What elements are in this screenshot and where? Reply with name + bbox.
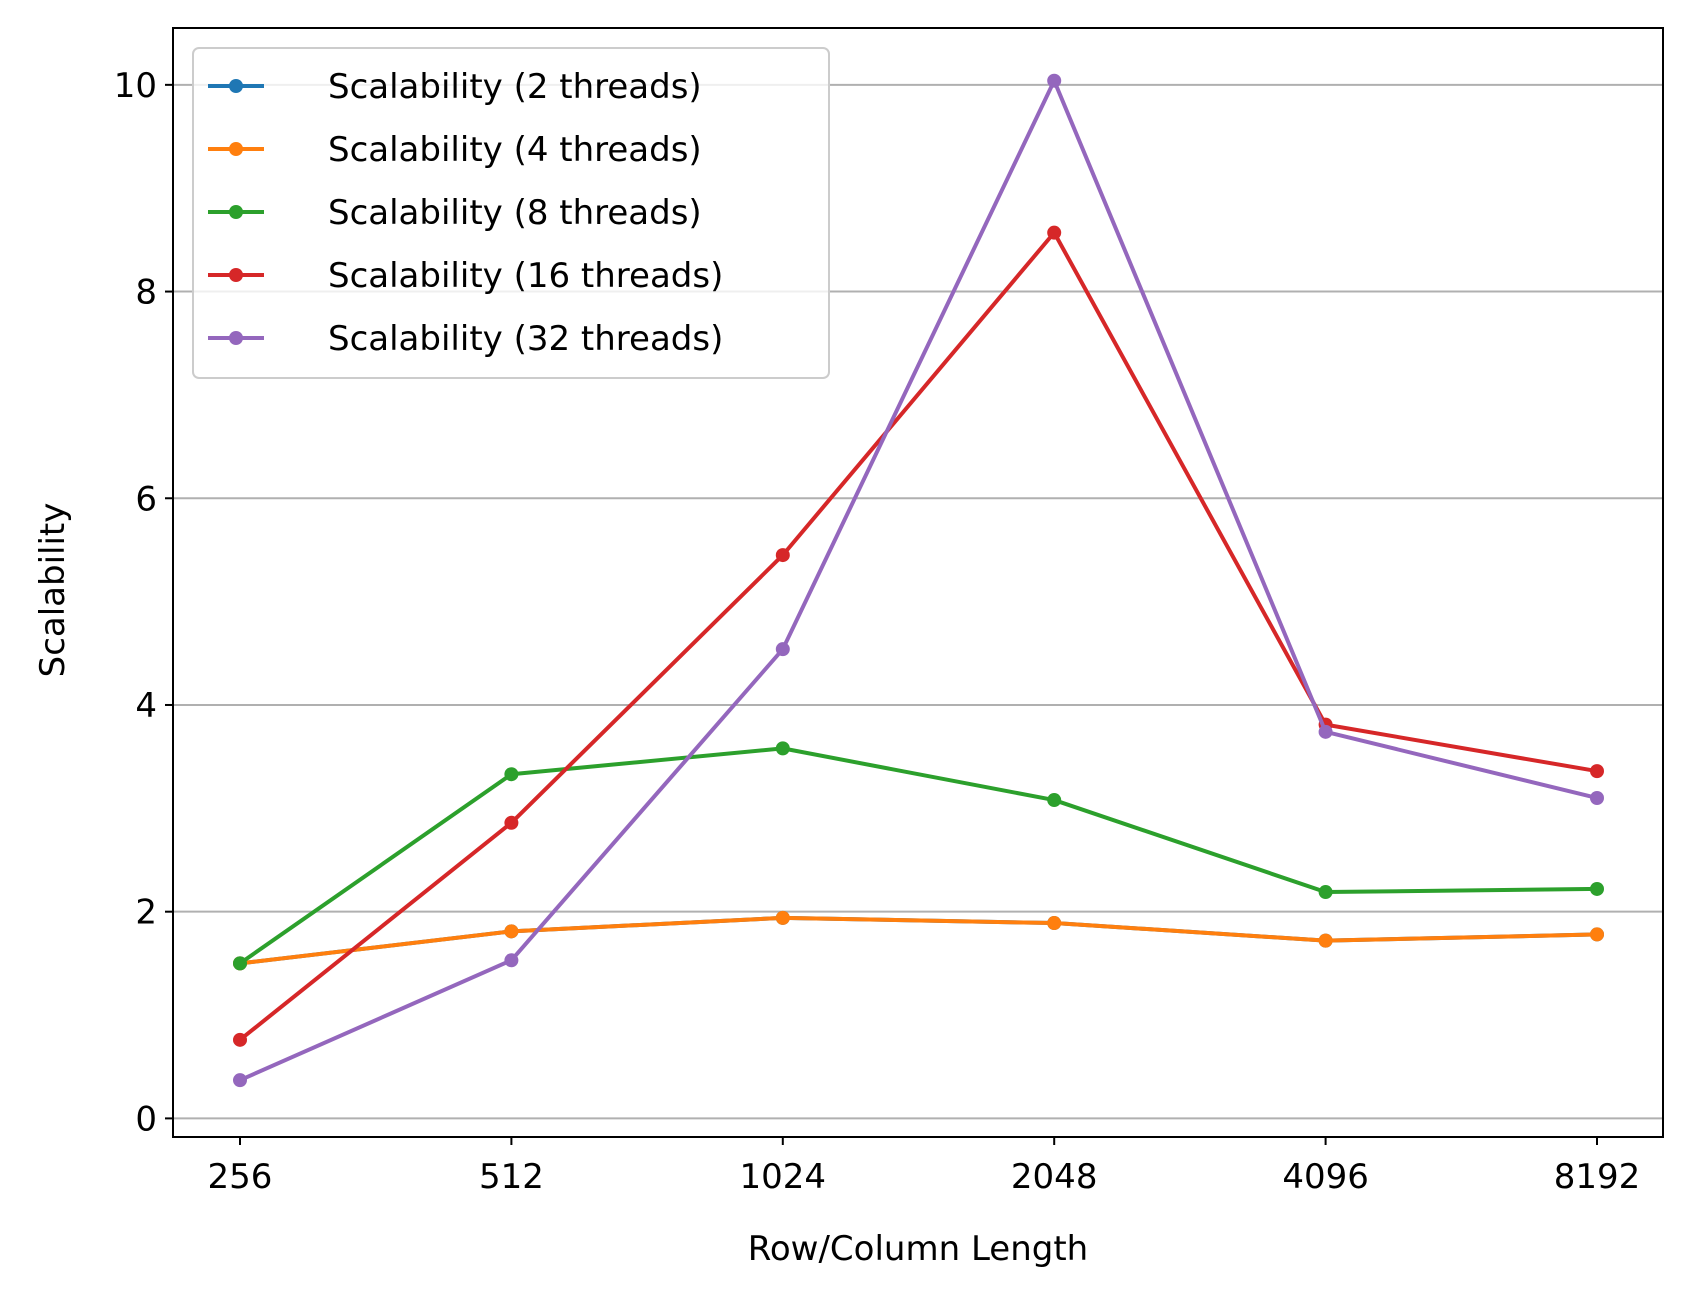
y-tick-label: 0 bbox=[135, 1099, 157, 1139]
data-point bbox=[233, 1073, 247, 1088]
legend-item: Scalability (32 threads) bbox=[208, 319, 723, 359]
data-point bbox=[1590, 927, 1604, 942]
legend-swatch-marker bbox=[229, 205, 243, 219]
legend-item: Scalability (8 threads) bbox=[208, 193, 702, 233]
y-axis-label: Scalability bbox=[33, 503, 73, 678]
series-4 bbox=[233, 73, 1604, 1088]
y-tick-label: 10 bbox=[114, 66, 157, 106]
legend-swatch-marker bbox=[229, 142, 243, 156]
series-2 bbox=[233, 741, 1604, 971]
data-point bbox=[1047, 793, 1062, 808]
legend-item: Scalability (16 threads) bbox=[208, 256, 723, 296]
plot-frame bbox=[172, 27, 1664, 1138]
data-point bbox=[504, 815, 519, 830]
legend-box bbox=[192, 47, 830, 379]
x-tick-label: 1024 bbox=[740, 1157, 827, 1197]
data-point bbox=[1318, 933, 1333, 948]
legend-item: Scalability (2 threads) bbox=[208, 67, 702, 107]
data-point bbox=[233, 956, 247, 971]
legend-swatch-marker bbox=[229, 79, 243, 93]
data-point bbox=[775, 642, 790, 657]
data-point bbox=[1590, 764, 1604, 779]
legend-label: Scalability (16 threads) bbox=[328, 256, 723, 296]
legend-label: Scalability (2 threads) bbox=[328, 67, 702, 107]
x-tick-label: 4096 bbox=[1282, 1157, 1369, 1197]
data-point bbox=[1590, 881, 1604, 896]
x-tick-label: 8192 bbox=[1554, 1157, 1641, 1197]
data-point bbox=[1590, 790, 1604, 805]
y-tick-label: 4 bbox=[135, 686, 157, 726]
data-point bbox=[775, 548, 790, 563]
data-point bbox=[1047, 225, 1062, 240]
x-tick-label: 256 bbox=[208, 1157, 273, 1197]
data-point bbox=[504, 767, 519, 782]
legend: Scalability (2 threads) Scalability (4 th… bbox=[192, 47, 830, 379]
data-point bbox=[775, 910, 790, 925]
x-axis-label: Row/Column Length bbox=[748, 1229, 1088, 1269]
legend-swatch-marker bbox=[229, 331, 243, 345]
legend-label: Scalability (4 threads) bbox=[328, 130, 702, 170]
data-point bbox=[775, 741, 790, 756]
data-point bbox=[233, 1032, 247, 1047]
data-point bbox=[504, 924, 519, 939]
legend-label: Scalability (8 threads) bbox=[328, 193, 702, 233]
series-line bbox=[237, 230, 1600, 1043]
data-point bbox=[1047, 916, 1062, 931]
x-tick-label: 512 bbox=[479, 1157, 544, 1197]
series-line bbox=[237, 915, 1600, 966]
series-line bbox=[237, 78, 1600, 1083]
y-tick-label: 6 bbox=[135, 479, 157, 519]
series-3 bbox=[233, 225, 1604, 1047]
data-point bbox=[1318, 724, 1333, 739]
data-point bbox=[1047, 73, 1062, 88]
data-point bbox=[1318, 885, 1333, 900]
legend-swatch-marker bbox=[229, 268, 243, 282]
series-line bbox=[237, 746, 1600, 967]
axes: 0 2 4 6 8 10 256 512 1024 2048 4096 8192 bbox=[114, 66, 1641, 1197]
legend-label: Scalability (32 threads) bbox=[328, 319, 723, 359]
legend-item: Scalability (4 threads) bbox=[208, 130, 702, 170]
y-tick-label: 8 bbox=[135, 273, 157, 313]
y-tick-label: 2 bbox=[135, 893, 157, 933]
data-point bbox=[504, 953, 519, 968]
series-layer bbox=[233, 73, 1604, 1088]
x-tick-label: 2048 bbox=[1011, 1157, 1098, 1197]
gridlines bbox=[173, 83, 1663, 1120]
